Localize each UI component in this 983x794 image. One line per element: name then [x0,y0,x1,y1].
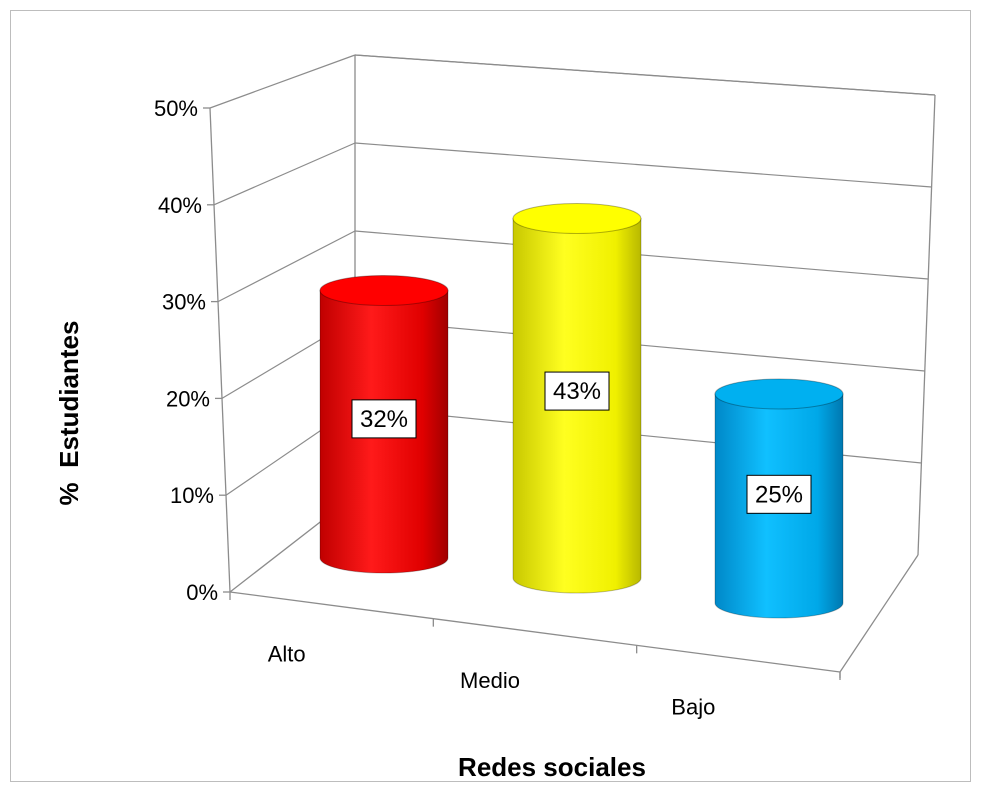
cylinder-top [512,203,642,235]
bars-group: 32% 43% 25% [319,203,844,619]
data-label-box [544,371,610,411]
cylinder-bar: 43% [512,203,642,594]
gridline-back [354,230,929,280]
y-axis-title: % Estudiantes [54,321,84,506]
data-label: 32% [360,406,408,433]
gridline-side [213,142,356,206]
data-label-box [746,474,812,514]
x-axis-title: Redes sociales [458,752,646,782]
gridline-back [354,54,936,96]
data-label: 43% [553,378,601,405]
gridline-back [354,142,932,188]
cylinder-bar: 25% [714,378,844,619]
y-tick-label: 50% [154,96,198,121]
gridline-side [209,54,356,109]
y-tick-label: 20% [166,386,210,411]
y-tick-label: 40% [158,193,202,218]
data-label-box [351,399,417,439]
y-tick-label: 10% [170,483,214,508]
x-tick-label: Alto [268,641,306,666]
x-tick-label: Medio [460,668,520,693]
cylinder-bar: 32% [319,274,449,574]
y-tick-label: 0% [186,580,218,605]
data-label: 25% [755,481,803,508]
y-tick-label: 30% [162,290,206,315]
cylinder-top [319,274,449,306]
gridline-side [217,230,356,303]
x-axis: Alto Medio Bajo [229,592,841,720]
y-axis: 0% 10% 20% 30% 40% 50% [154,96,230,605]
cylinder-top [714,378,844,410]
x-tick-label: Bajo [671,695,715,720]
